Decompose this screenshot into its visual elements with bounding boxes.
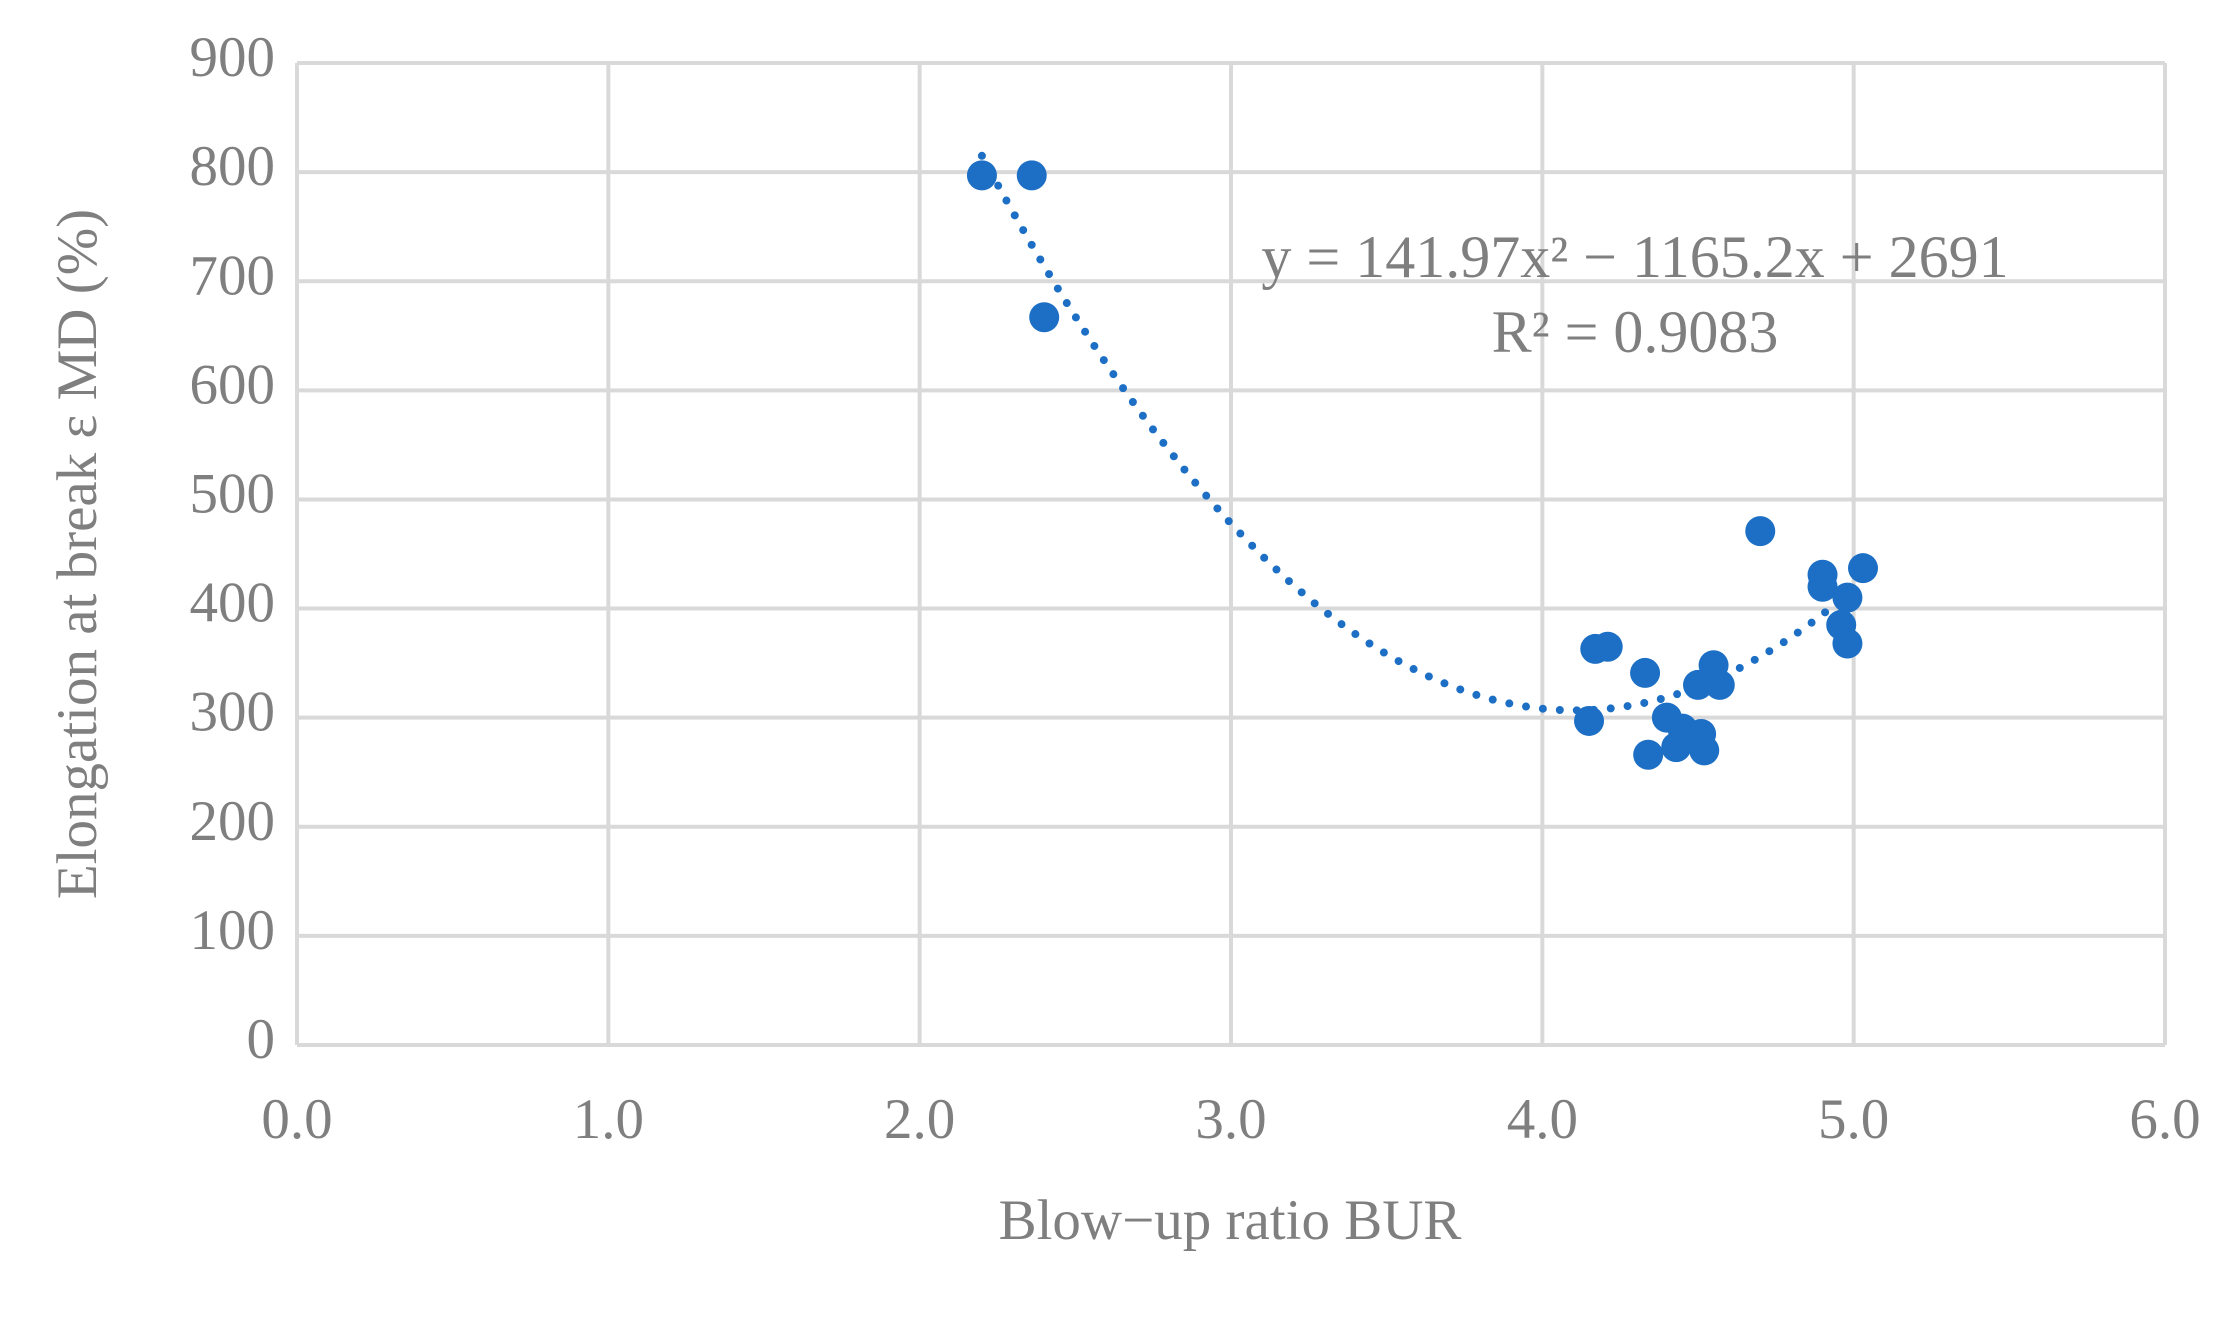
point [1029,302,1060,333]
point [1630,657,1661,688]
y-tick-label: 100 [190,899,276,962]
point [966,160,997,191]
point [1832,582,1863,613]
x-tick-label: 0.0 [261,1088,332,1151]
point [1592,631,1623,662]
trendline-r-squared: R² = 0.9083 [1492,299,1779,365]
y-tick-label: 200 [190,790,276,853]
x-axis-title: Blow−up ratio BUR [999,1189,1462,1252]
x-tick-label: 6.0 [2129,1088,2200,1151]
point [1745,516,1776,547]
x-tick-label: 3.0 [1195,1088,1266,1151]
x-tick-label: 1.0 [573,1088,644,1151]
x-tick-label: 5.0 [1818,1088,1889,1151]
y-axis-title: Elongation at break ε MD (%) [46,209,109,899]
trendline-equation: y = 141.97x² − 1165.2x + 2691 [1261,224,2008,290]
point [1574,705,1605,736]
x-tick-label: 4.0 [1507,1088,1578,1151]
y-tick-label: 800 [190,135,276,198]
y-tick-label: 900 [190,26,276,89]
y-tick-label: 700 [190,244,276,307]
point [1848,553,1879,584]
y-tick-label: 500 [190,463,276,526]
y-tick-label: 400 [190,572,276,635]
y-tick-label: 600 [190,353,276,416]
point [1807,571,1838,602]
point [1704,669,1735,700]
y-tick-label: 300 [190,681,276,744]
x-tick-label: 2.0 [884,1088,955,1151]
point [1633,739,1664,770]
y-tick-label: 0 [247,1008,276,1071]
point [1016,160,1047,191]
point [1689,735,1720,766]
point [1832,628,1863,659]
